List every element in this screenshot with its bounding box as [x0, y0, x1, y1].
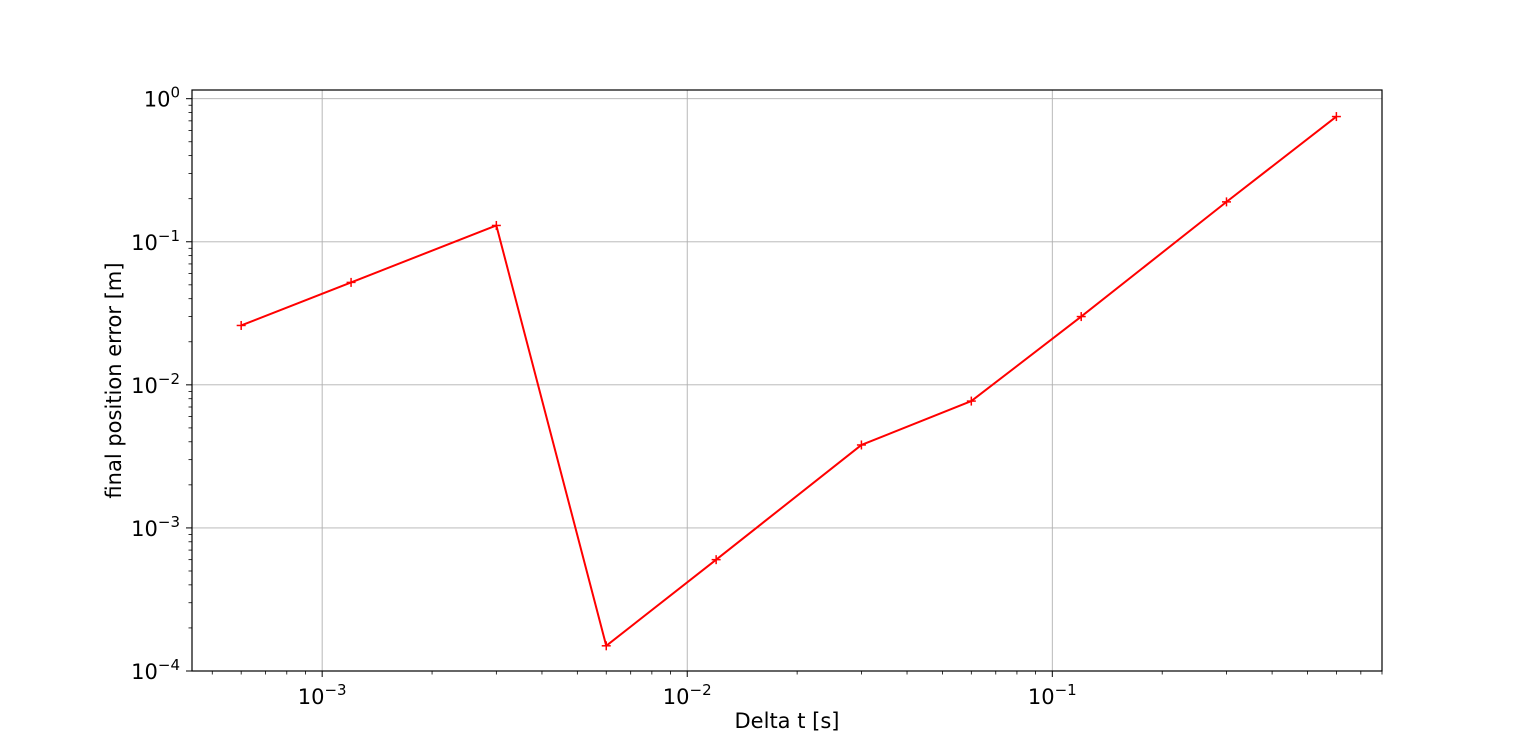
- data-point-marker: [346, 277, 356, 287]
- data-point-marker: [491, 220, 501, 230]
- y-tick-label: 100: [144, 84, 180, 112]
- y-tick-labels: 10−4 10−3 10−2 10−1 100: [131, 84, 180, 684]
- x-tick-label: 10−1: [1028, 681, 1077, 709]
- y-tick-label: 10−3: [131, 513, 180, 541]
- major-ticks: [186, 98, 1053, 677]
- x-tick-labels: 10−3 10−2 10−1: [298, 681, 1077, 709]
- data-point-marker: [236, 320, 246, 330]
- y-tick-label: 10−4: [131, 656, 180, 684]
- y-tick-label: 10−2: [131, 370, 180, 398]
- data-point-marker: [1221, 197, 1231, 207]
- series-layer: [236, 112, 1341, 651]
- plot-frame: [191, 89, 1383, 672]
- y-tick-label: 10−1: [131, 227, 180, 255]
- data-point-marker: [966, 396, 976, 406]
- y-axis-label: final position error [m]: [102, 262, 126, 498]
- series-line: [240, 115, 1338, 647]
- x-tick-label: 10−3: [298, 681, 347, 709]
- data-point-marker: [711, 555, 721, 565]
- x-tick-label: 10−2: [663, 681, 712, 709]
- x-axis-label: Delta t [s]: [735, 709, 840, 733]
- data-point-marker: [601, 641, 611, 651]
- data-point-marker: [856, 440, 866, 450]
- data-point-marker: [1331, 112, 1341, 122]
- data-point-marker: [1076, 312, 1086, 322]
